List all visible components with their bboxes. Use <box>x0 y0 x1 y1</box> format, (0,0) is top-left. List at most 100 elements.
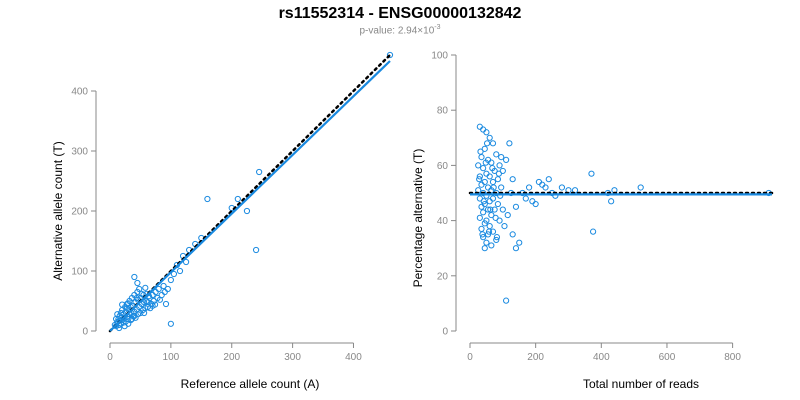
right-data-point <box>483 140 491 147</box>
right-data-point <box>495 170 502 177</box>
right-y-tick-label: 40 <box>437 216 449 227</box>
left-x-tick-label: 300 <box>284 352 301 363</box>
right-data-point <box>476 173 483 180</box>
right-data-point <box>480 165 487 172</box>
left-y-tick-label: 400 <box>71 87 88 98</box>
right-data-point <box>486 134 493 141</box>
right-data-point <box>479 231 486 238</box>
left-data-point <box>119 301 126 308</box>
left-x-tick-label: 200 <box>223 352 240 363</box>
right-data-point <box>542 184 549 191</box>
right-data-point <box>512 203 520 210</box>
right-data-point <box>525 184 533 191</box>
right-data-point <box>482 159 489 166</box>
left-data-point <box>136 285 143 293</box>
right-data-point <box>476 123 483 130</box>
right-data-point <box>476 214 483 221</box>
right-data-point <box>532 200 539 208</box>
right-data-point <box>480 234 487 241</box>
right-data-point <box>637 184 644 191</box>
right-x-axis-label: Total number of reads <box>583 377 699 391</box>
right-data-point <box>509 176 516 183</box>
right-data-point <box>476 176 483 183</box>
left-data-point <box>155 285 162 293</box>
right-data-point <box>489 228 497 235</box>
left-data-point <box>144 299 151 306</box>
left-x-axis-label: Reference allele count (A) <box>181 377 320 391</box>
right-data-point <box>475 162 482 169</box>
left-y-axis-label: Alternative allele count (T) <box>51 141 65 280</box>
right-data-point <box>545 176 552 183</box>
right-x-tick-label: 600 <box>659 352 676 363</box>
right-data-point <box>485 228 493 235</box>
right-data-point <box>589 228 597 235</box>
right-data-point <box>558 184 566 191</box>
right-data-point <box>477 148 484 155</box>
right-data-point <box>486 223 493 230</box>
right-data-point <box>493 151 500 158</box>
right-data-point <box>489 165 496 172</box>
right-data-point <box>480 209 487 216</box>
left-data-point <box>156 296 164 303</box>
right-data-point <box>488 242 495 249</box>
left-data-point <box>170 270 178 278</box>
right-data-point <box>509 231 516 238</box>
right-x-tick-label: 200 <box>527 352 544 363</box>
right-data-point <box>483 170 490 177</box>
left-data-point <box>167 320 174 327</box>
left-data-point <box>140 309 148 317</box>
right-data-point <box>486 173 493 180</box>
left-y-tick-label: 100 <box>71 267 88 278</box>
left-data-point <box>164 285 171 293</box>
left-fit-line <box>109 60 391 332</box>
right-data-point <box>506 140 513 147</box>
left-data-point <box>243 207 251 215</box>
right-data-point <box>529 198 536 205</box>
right-data-point <box>489 140 497 147</box>
right-data-point <box>588 170 595 177</box>
left-data-point <box>112 315 120 323</box>
right-y-tick-label: 60 <box>437 161 449 172</box>
left-x-tick-label: 0 <box>107 352 113 363</box>
right-data-point <box>493 236 500 244</box>
right-data-point <box>516 239 523 246</box>
left-data-point <box>252 246 260 254</box>
right-data-point <box>487 206 494 213</box>
right-data-point <box>478 203 485 210</box>
right-data-point <box>484 206 492 213</box>
right-y-tick-label: 80 <box>437 106 449 117</box>
right-y-tick-label: 0 <box>442 327 448 338</box>
right-data-point <box>481 220 488 227</box>
left-data-point <box>234 195 241 203</box>
left-data-point <box>160 282 167 290</box>
left-data-point <box>162 300 170 308</box>
right-data-point <box>483 129 490 136</box>
right-data-point <box>481 178 488 186</box>
right-data-point <box>486 198 493 205</box>
right-data-point <box>489 178 497 186</box>
right-data-point <box>522 195 529 202</box>
left-data-point <box>125 320 132 327</box>
right-x-tick-label: 0 <box>467 352 473 363</box>
chart-subtitle: p-value: 2.94×10-3 <box>0 24 800 36</box>
left-data-point <box>256 168 263 176</box>
left-data-point <box>133 294 140 302</box>
right-data-point <box>504 211 511 219</box>
right-data-point <box>488 159 495 166</box>
left-x-tick-label: 400 <box>345 352 362 363</box>
right-data-point <box>498 154 505 161</box>
right-data-point <box>494 176 502 183</box>
right-data-point <box>496 162 503 169</box>
right-data-point <box>494 200 502 208</box>
right-data-point <box>478 181 485 188</box>
left-data-point <box>134 279 141 287</box>
left-data-point <box>149 302 156 309</box>
right-data-point <box>484 184 492 191</box>
right-data-point <box>501 223 508 230</box>
right-data-point <box>480 198 487 205</box>
right-data-point <box>491 206 498 213</box>
right-data-point <box>503 156 510 163</box>
right-data-point <box>483 239 490 246</box>
left-data-point <box>131 312 138 320</box>
